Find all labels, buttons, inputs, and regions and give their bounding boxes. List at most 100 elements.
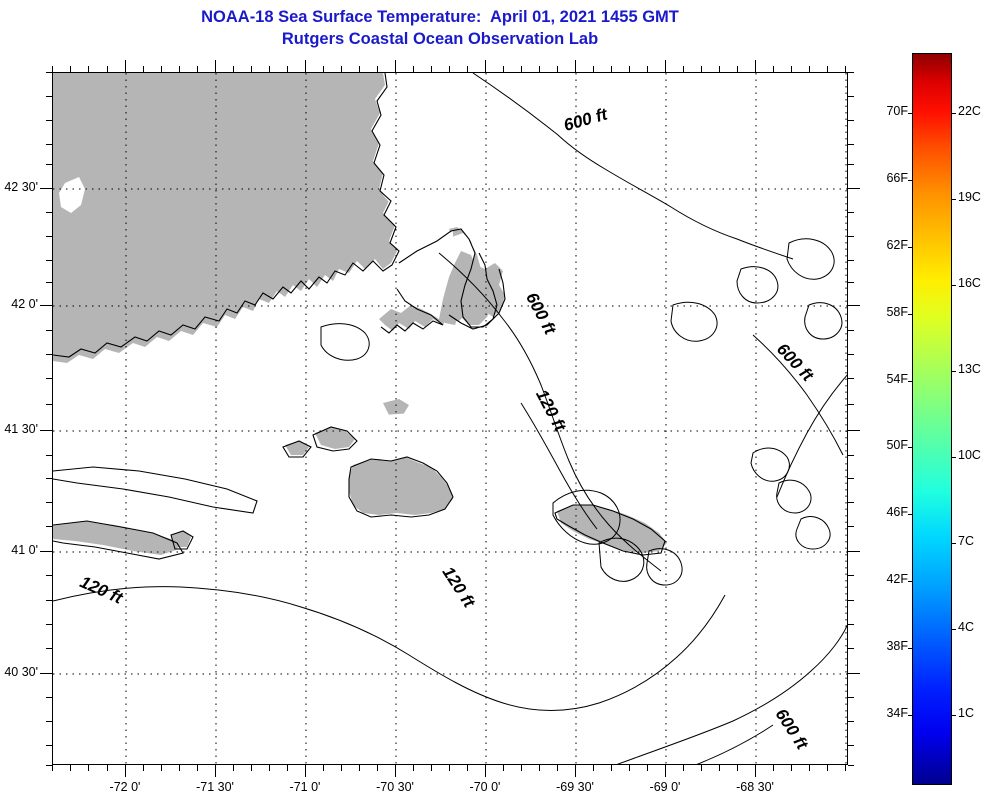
- y-axis-right-minor-tick: [848, 354, 854, 355]
- colorbar-celsius-tick: [951, 199, 956, 201]
- y-axis-right-minor-tick: [848, 378, 854, 379]
- y-axis-minor-tick: [46, 120, 52, 121]
- colorbar-celsius-tick: [951, 456, 956, 458]
- x-axis-label: -68 30': [736, 780, 774, 794]
- temperature-colorbar[interactable]: 70F 66F 62F 58F 54F 50F 46F 42F 38F 34F 22C 19C 16C…: [886, 53, 981, 785]
- y-axis-right-minor-tick: [848, 72, 854, 73]
- y-axis-major-tick: [40, 430, 52, 431]
- y-axis-major-tick: [40, 188, 52, 189]
- y-axis-label: 42 30': [4, 180, 38, 194]
- coastline-layer: [53, 73, 666, 560]
- x-axis-top-minor-tick: [413, 66, 414, 72]
- colorbar-celsius-tick: [951, 285, 956, 287]
- y-axis-right-major-tick: [848, 430, 860, 431]
- x-axis-label: -70 0': [469, 780, 501, 794]
- y-axis-right-major-tick: [848, 305, 860, 306]
- colorbar-celsius-tick: [951, 113, 956, 114]
- x-axis-top-major-tick: [215, 60, 216, 72]
- x-axis-top-minor-tick: [719, 66, 720, 72]
- x-axis-top-minor-tick: [683, 66, 684, 72]
- x-axis-top-major-tick: [305, 60, 306, 72]
- y-axis-major-tick: [40, 551, 52, 552]
- y-axis-right-minor-tick: [848, 624, 854, 625]
- y-axis-label: 40 30': [4, 665, 38, 679]
- graticule-layer: [53, 73, 847, 764]
- x-axis-minor-tick: [593, 765, 594, 771]
- colorbar-fahrenheit-tick: [908, 447, 913, 449]
- x-axis-minor-tick: [431, 765, 432, 771]
- colorbar-fahrenheit-tick: [908, 648, 913, 650]
- x-axis-top-minor-tick: [827, 66, 828, 72]
- y-axis-right-minor-tick: [848, 526, 854, 527]
- y-axis-right-minor-tick: [848, 478, 854, 479]
- colorbar-fahrenheit-tick: [908, 179, 913, 181]
- colorbar-celsius-tick: [951, 715, 956, 716]
- y-axis-label: 42 0': [11, 297, 38, 311]
- x-axis-top-minor-tick: [341, 66, 342, 72]
- title-line-2: Rutgers Coastal Ocean Observation Lab: [281, 30, 599, 48]
- y-axis-minor-tick: [46, 648, 52, 649]
- x-axis-top-major-tick: [485, 60, 486, 72]
- bathymetry-contour-layer: [53, 73, 847, 764]
- colorbar-fahrenheit-label: 66F: [886, 170, 908, 185]
- x-axis-top-minor-tick: [773, 66, 774, 72]
- x-axis-minor-tick: [809, 765, 810, 771]
- x-axis-top-minor-tick: [287, 66, 288, 72]
- y-axis-minor-tick: [46, 478, 52, 479]
- contour-label: 600 ft: [562, 104, 611, 135]
- y-axis-right-minor-tick: [848, 212, 854, 213]
- contour-label: 120 ft: [439, 563, 480, 612]
- colorbar-gradient: [912, 53, 952, 785]
- x-axis-top-minor-tick: [251, 66, 252, 72]
- x-axis-minor-tick: [737, 765, 738, 771]
- y-axis-right-minor-tick: [848, 745, 854, 746]
- colorbar-fahrenheit-tick: [908, 514, 913, 516]
- colorbar-fahrenheit-label: 42F: [886, 572, 908, 587]
- colorbar-fahrenheit-label: 34F: [886, 706, 908, 720]
- x-axis-minor-tick: [827, 765, 828, 771]
- y-axis-right-minor-tick: [848, 144, 854, 145]
- x-axis-top-major-tick: [665, 60, 666, 72]
- x-axis-minor-tick: [773, 765, 774, 771]
- colorbar-fahrenheit-label: 50F: [886, 438, 908, 453]
- title-line-1: NOAA-18 Sea Surface Temperature: April 0…: [201, 8, 679, 26]
- x-axis-minor-tick: [719, 765, 720, 771]
- y-axis-right-minor-tick: [848, 502, 854, 503]
- x-axis-minor-tick: [611, 765, 612, 771]
- y-axis-minor-tick: [46, 721, 52, 722]
- x-axis-minor-tick: [359, 765, 360, 771]
- x-axis-top-minor-tick: [791, 66, 792, 72]
- x-axis-minor-tick: [70, 765, 71, 771]
- y-axis-minor-tick: [46, 96, 52, 97]
- x-axis-minor-tick: [629, 765, 630, 771]
- landmass-layer: [53, 73, 667, 555]
- colorbar-fahrenheit-label: 38F: [886, 639, 908, 654]
- y-axis-minor-tick: [46, 526, 52, 527]
- y-axis-minor-tick: [46, 236, 52, 237]
- x-axis-top-minor-tick: [593, 66, 594, 72]
- x-axis-top-minor-tick: [809, 66, 810, 72]
- contour-label: 600 ft: [772, 705, 813, 754]
- x-axis-top-minor-tick: [143, 66, 144, 72]
- colorbar-fahrenheit-tick: [908, 246, 913, 248]
- x-axis-minor-tick: [269, 765, 270, 771]
- x-axis-top-minor-tick: [521, 66, 522, 72]
- colorbar-fahrenheit-label: 46F: [886, 505, 908, 520]
- x-axis-minor-tick: [683, 765, 684, 771]
- x-axis-major-tick: [665, 765, 666, 777]
- x-axis-top-minor-tick: [629, 66, 630, 72]
- colorbar-celsius-label: 7C: [958, 533, 974, 548]
- y-axis-right-minor-tick: [848, 236, 854, 237]
- colorbar-celsius-label: 16C: [958, 276, 981, 291]
- contour-label: 120 ft: [532, 386, 570, 435]
- x-axis-top-minor-tick: [179, 66, 180, 72]
- y-axis-right-minor-tick: [848, 648, 854, 649]
- x-axis-major-tick: [485, 765, 486, 777]
- x-axis-minor-tick: [287, 765, 288, 771]
- y-axis-right-minor-tick: [848, 697, 854, 698]
- sst-map-plot-area[interactable]: 600 ft 600 ft 600 ft 600 ft 120 ft 120 ft 120 …: [52, 72, 848, 765]
- x-axis-minor-tick: [161, 765, 162, 771]
- colorbar-celsius-label: 13C: [958, 362, 981, 377]
- x-axis-minor-tick: [791, 765, 792, 771]
- colorbar-celsius-label: 4C: [958, 619, 974, 634]
